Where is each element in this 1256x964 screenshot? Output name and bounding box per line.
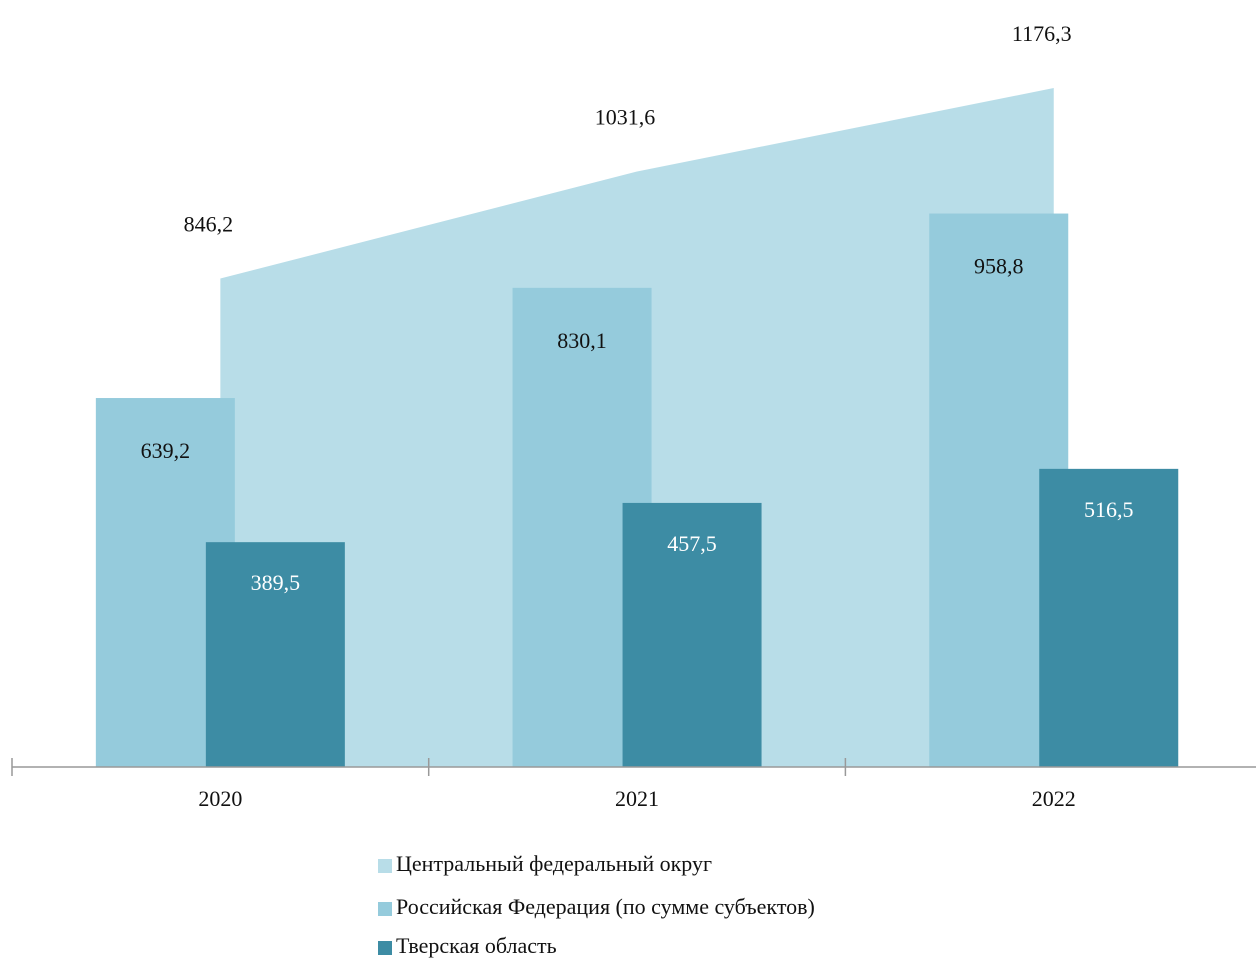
data-label: 958,8 [974, 254, 1024, 279]
x-tick-label: 2022 [1032, 786, 1076, 811]
data-label: 830,1 [557, 328, 607, 353]
legend-label: Тверская область [396, 933, 557, 958]
data-label: 639,2 [141, 438, 191, 463]
bar [1039, 468, 1179, 767]
data-label: 516,5 [1084, 497, 1134, 522]
legend-swatch [378, 902, 392, 916]
data-label: 1176,3 [1012, 21, 1072, 46]
bar [622, 502, 762, 767]
x-tick-label: 2020 [198, 786, 242, 811]
data-label: 846,2 [184, 212, 234, 237]
data-label: 389,5 [251, 570, 301, 595]
legend-label: Центральный федеральный округ [396, 851, 712, 876]
legend-swatch [378, 941, 392, 955]
data-label: 457,5 [667, 531, 717, 556]
legend-swatch [378, 859, 392, 873]
bar [205, 542, 345, 767]
x-tick-label: 2021 [615, 786, 659, 811]
legend-label: Российская Федерация (по сумме субъектов… [396, 894, 815, 919]
data-label: 1031,6 [595, 105, 656, 130]
